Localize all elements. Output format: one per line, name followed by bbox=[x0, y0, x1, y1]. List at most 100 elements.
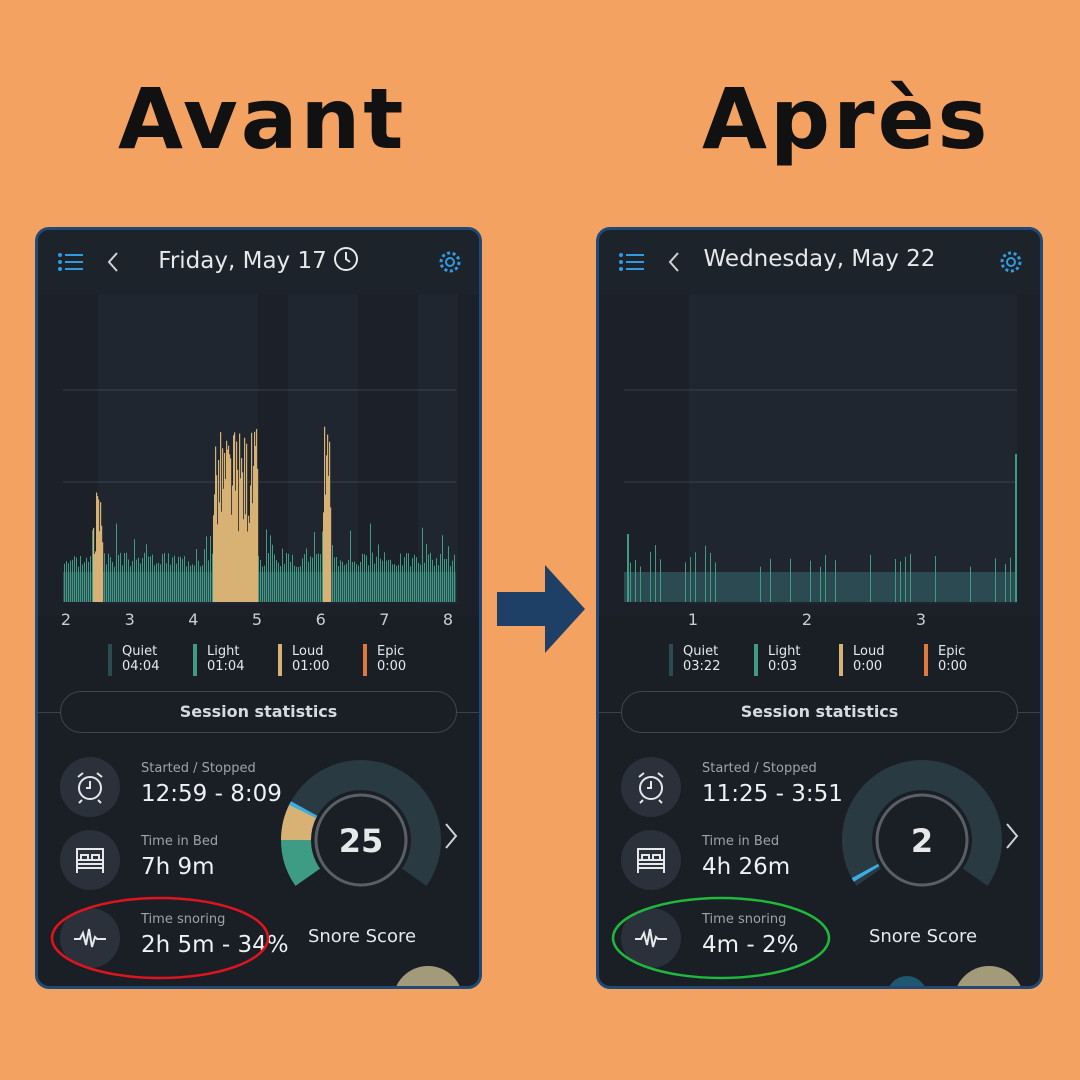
chart-spike bbox=[170, 564, 171, 602]
chart-spike bbox=[122, 565, 123, 602]
clock-icon[interactable] bbox=[333, 246, 359, 272]
gear-icon[interactable] bbox=[999, 250, 1023, 274]
chart-spike bbox=[104, 553, 105, 602]
snore-score-label: Snore Score bbox=[307, 926, 417, 947]
loud-spike bbox=[251, 432, 253, 602]
chart-spike bbox=[118, 554, 119, 602]
legend-swatch bbox=[924, 644, 928, 676]
axis-label: 7 bbox=[379, 610, 390, 629]
chevron-right-icon[interactable] bbox=[443, 822, 459, 850]
loud-spike bbox=[254, 431, 256, 602]
chart-spike bbox=[344, 565, 345, 602]
chart-spike bbox=[342, 561, 343, 602]
chart-spike bbox=[410, 566, 411, 602]
loud-spike bbox=[249, 522, 251, 602]
chart-spike bbox=[280, 566, 281, 602]
back-chevron-icon[interactable] bbox=[106, 251, 120, 273]
chart-spike bbox=[66, 561, 67, 602]
loud-spike bbox=[240, 478, 242, 602]
chart-spike bbox=[695, 552, 696, 602]
chart-spike bbox=[264, 565, 265, 602]
chart-spike bbox=[282, 548, 283, 602]
chart-band bbox=[917, 294, 1017, 604]
chart-spike bbox=[110, 557, 111, 602]
chart-spike bbox=[1010, 557, 1011, 602]
legend-name: Epic bbox=[377, 644, 405, 659]
chart-spike bbox=[312, 557, 313, 602]
loud-spike bbox=[215, 446, 217, 602]
chart-spike bbox=[408, 553, 409, 602]
stat-value: 11:25 - 3:51 bbox=[702, 781, 843, 807]
loud-spike bbox=[223, 488, 225, 602]
chart-spike bbox=[286, 552, 287, 602]
bottom-badge bbox=[393, 966, 463, 986]
loud-spike bbox=[233, 435, 235, 602]
chart-spike bbox=[72, 559, 73, 602]
chart-spike bbox=[394, 564, 395, 602]
chart-spike bbox=[70, 560, 71, 602]
back-chevron-icon[interactable] bbox=[667, 251, 681, 273]
chart-spike bbox=[414, 554, 415, 602]
date-title[interactable]: Wednesday, May 22 bbox=[703, 246, 936, 272]
gauge-marker bbox=[851, 863, 880, 882]
axis-label: 8 bbox=[442, 610, 454, 629]
chart-spike bbox=[715, 562, 716, 602]
chart-spike bbox=[290, 561, 291, 602]
chart-spike bbox=[88, 561, 89, 602]
chart-band bbox=[799, 294, 919, 604]
chart-spike bbox=[136, 559, 137, 602]
loud-spike bbox=[216, 475, 218, 602]
loud-spike bbox=[248, 515, 250, 602]
chart-spike bbox=[162, 554, 163, 602]
chart-spike bbox=[158, 562, 159, 602]
menu-icon[interactable] bbox=[58, 252, 84, 272]
waveform-icon bbox=[621, 908, 681, 968]
chart-spike bbox=[212, 553, 213, 602]
stat-value: 4h 26m bbox=[702, 854, 791, 880]
chart-spike bbox=[306, 548, 307, 602]
chart-spike bbox=[970, 566, 971, 602]
chart-spike bbox=[150, 556, 151, 602]
session-statistics-button[interactable]: Session statistics bbox=[621, 691, 1018, 733]
chart-spike bbox=[140, 563, 141, 602]
chart-spike bbox=[318, 553, 319, 602]
legend-item: Loud 0:00 bbox=[839, 644, 884, 676]
loud-spike bbox=[100, 502, 102, 602]
chart-spike bbox=[660, 559, 661, 602]
annotation-ellipse bbox=[611, 896, 831, 980]
chart-spike bbox=[448, 546, 449, 602]
loud-spike bbox=[246, 443, 248, 602]
date-title[interactable]: Friday, May 17 bbox=[158, 248, 327, 274]
snore-score-gauge[interactable] bbox=[834, 750, 1010, 930]
session-statistics-button[interactable]: Session statistics bbox=[60, 691, 457, 733]
chart-spike bbox=[935, 556, 936, 602]
chart-spike bbox=[204, 549, 205, 602]
legend-item: Epic 0:00 bbox=[924, 644, 967, 676]
legend-value: 04:04 bbox=[122, 659, 160, 674]
chart-spike bbox=[300, 566, 301, 602]
snore-score-gauge[interactable] bbox=[273, 750, 449, 930]
loud-spike bbox=[224, 452, 226, 602]
loud-spike bbox=[220, 432, 222, 602]
axis-label: 5 bbox=[251, 610, 263, 629]
loud-spike bbox=[225, 478, 227, 602]
stat-label: Started / Stopped bbox=[141, 761, 256, 776]
loud-spike bbox=[228, 445, 230, 602]
chart-spike bbox=[134, 539, 135, 602]
chart-spike bbox=[266, 529, 267, 602]
loud-spike bbox=[243, 519, 245, 602]
chevron-right-icon[interactable] bbox=[1004, 822, 1020, 850]
menu-icon[interactable] bbox=[619, 252, 645, 272]
chart-spike bbox=[114, 566, 115, 602]
chart-spike bbox=[354, 561, 355, 602]
chart-spike bbox=[148, 556, 149, 602]
chart-spike bbox=[308, 561, 309, 602]
chart-spike bbox=[360, 561, 361, 602]
chart-spike bbox=[452, 560, 453, 602]
chart-spike bbox=[108, 553, 109, 602]
chart-spike bbox=[406, 553, 407, 602]
loud-spike bbox=[328, 475, 330, 602]
gear-icon[interactable] bbox=[438, 250, 462, 274]
loud-spike bbox=[222, 448, 224, 602]
loud-spike bbox=[255, 445, 257, 602]
